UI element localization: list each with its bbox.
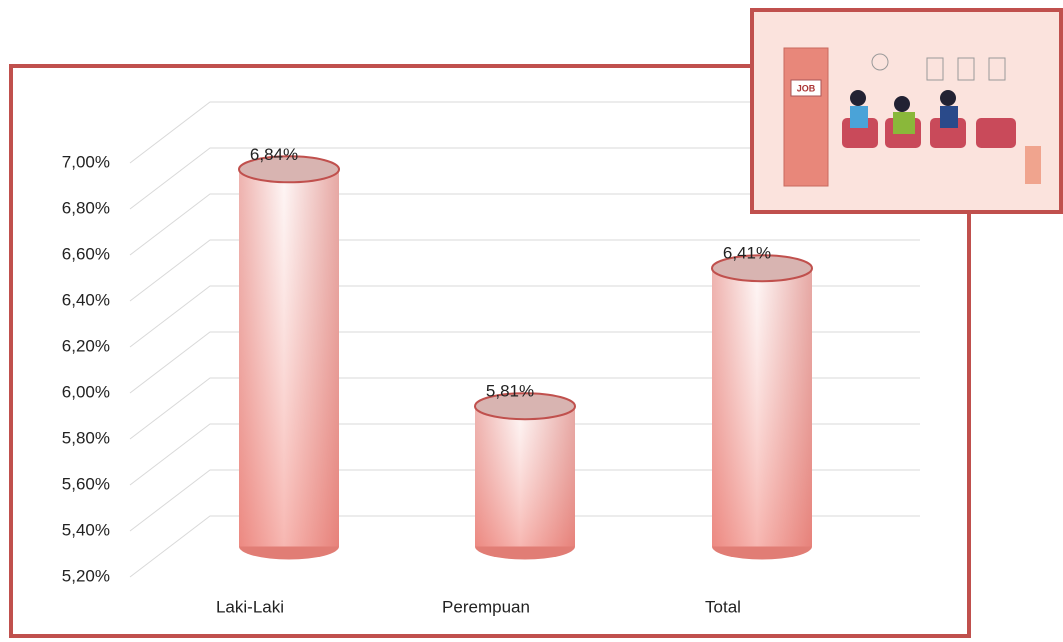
cylinder [239, 156, 339, 559]
sign-text: JOB [797, 83, 816, 93]
y-tick-label: 5,40% [62, 520, 110, 539]
y-tick-label: 6,80% [62, 198, 110, 217]
cylinder [712, 255, 812, 559]
x-tick-label: Laki-Laki [216, 597, 284, 616]
y-tick-label: 5,60% [62, 474, 110, 493]
x-tick-label: Perempuan [442, 597, 530, 616]
y-tick-label: 6,40% [62, 290, 110, 309]
bar-shade [475, 406, 575, 546]
y-tick-label: 7,00% [62, 152, 110, 171]
bar-shade [712, 268, 812, 546]
value-label: 6,41% [723, 244, 771, 263]
y-tick-label: 6,20% [62, 336, 110, 355]
value-label: 5,81% [486, 382, 534, 401]
page: 5,20% 5,40% 5,60% 5,80% 6,00% 6,20% 6,40% 6,60%… [0, 0, 1063, 642]
cylinder [475, 393, 575, 559]
x-tick-label: Total [705, 597, 741, 616]
chart: 5,20% 5,40% 5,60% 5,80% 6,00% 6,20% 6,40% 6,60%… [0, 0, 1063, 642]
bar-shade [239, 169, 339, 546]
illustration: JOB [752, 10, 1061, 212]
y-tick-label: 6,00% [62, 382, 110, 401]
y-tick-label: 5,80% [62, 428, 110, 447]
y-tick-label: 5,20% [62, 566, 110, 585]
y-tick-label: 6,60% [62, 244, 110, 263]
value-label: 6,84% [250, 145, 298, 164]
